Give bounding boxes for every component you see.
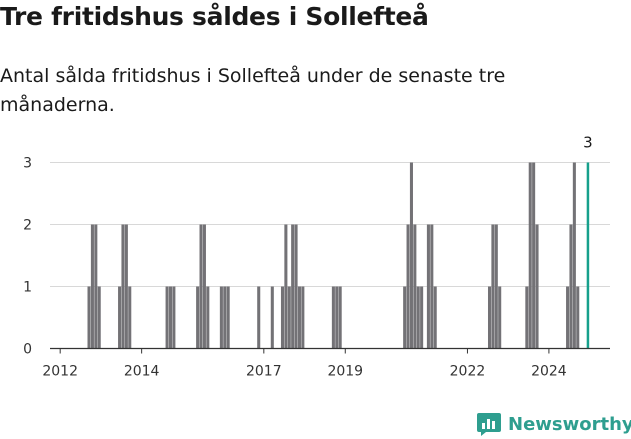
chart-title: Tre fritidshus såldes i Sollefteå [0,2,429,31]
bar [121,224,125,349]
bar [94,224,98,349]
bar [128,286,132,349]
bar [566,286,570,349]
bar [287,286,291,349]
bar [90,224,94,349]
bar [297,286,301,349]
bar [420,286,424,349]
bar [202,224,206,349]
chart-bubble-icon [477,413,501,436]
bar [226,286,230,349]
bar [498,286,502,349]
bar [403,286,407,349]
bar [257,286,261,349]
chart-subtitle: Antal sålda fritidshus i Sollefteå under… [0,65,506,116]
bar [569,224,573,349]
bar [199,224,203,349]
bar-chart: 0 1 2 3 3 2012 2014 2017 2019 2022 2024 [23,134,610,380]
bar [284,224,288,349]
bar [413,224,417,349]
bar [294,224,298,349]
bar [416,286,420,349]
bar [430,224,434,349]
x-axis: 2012 2014 2017 2019 2022 2024 [42,347,610,380]
bar [433,286,437,349]
brand-name: Newsworthy [508,413,631,435]
bar [270,286,274,349]
bar [223,286,227,349]
x-tick-label: 2024 [531,364,567,380]
bar [406,224,410,349]
bar [487,286,492,349]
bar [165,286,169,349]
bar [572,162,576,349]
x-tick-label: 2022 [450,364,486,380]
x-tick-label: 2017 [246,364,282,380]
bar [301,286,305,349]
y-tick-label: 0 [23,342,32,358]
bars: 3 [87,134,593,349]
bar [219,286,223,349]
bar [409,162,413,349]
bar [124,224,128,349]
latest-value-label: 3 [583,134,593,152]
y-tick-label: 1 [23,280,32,296]
x-tick-label: 2012 [42,364,78,380]
bar [494,224,498,349]
x-tick-label: 2019 [327,364,363,380]
bar [97,286,101,349]
bar [576,286,580,349]
bar [172,286,176,349]
bar-latest [586,162,590,349]
bar [280,286,285,349]
bar [335,286,339,349]
bar [168,286,173,349]
bar [331,286,335,349]
bar [196,286,200,349]
y-tick-label: 2 [23,218,32,234]
bar [291,224,295,349]
bar [206,286,210,349]
bar [118,286,122,349]
brand-logo: Newsworthy [476,409,631,439]
bar [532,162,536,349]
bar [525,286,529,349]
bar [528,162,532,349]
x-tick-label: 2014 [124,364,160,380]
y-axis-ticks: 0 1 2 3 [23,156,32,358]
bar [491,224,495,349]
bar [87,286,91,349]
bar [338,286,342,349]
gridlines [50,162,610,287]
y-tick-label: 3 [23,156,32,172]
bar [535,224,539,349]
bar [426,224,430,349]
